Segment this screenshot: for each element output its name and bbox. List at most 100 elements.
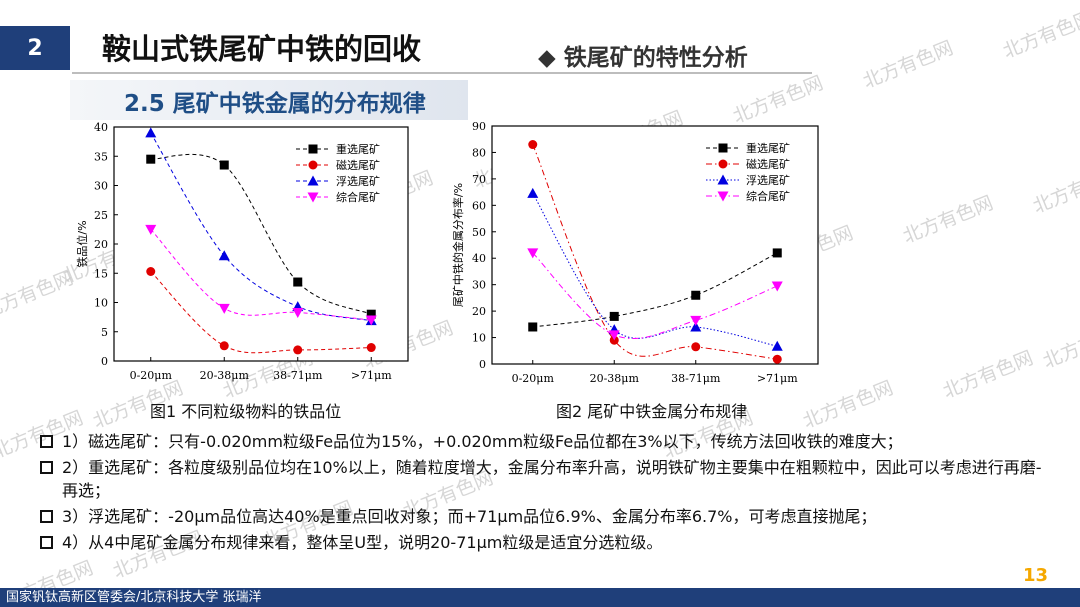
data-point (308, 160, 318, 170)
data-point (307, 192, 319, 203)
chart-iron-grade: 0 5 10 15 20 25 30 35 40 0-20μm 20-38μm 38-71μm >71μ… (72, 118, 462, 386)
data-point (717, 191, 729, 202)
series-line (532, 252, 778, 339)
analysis-bullet-list: 1）磁选尾矿：只有-0.020mm粒级Fe品位为15%，+0.020mm粒级Fe… (40, 430, 1050, 557)
y-tick-label: 70 (472, 173, 486, 186)
y-tick-label: 0 (479, 358, 486, 371)
list-item: 3）浮选尾矿：-20μm品位高达40%是重点回收对象；而+71μm品位6.9%、… (40, 505, 1050, 528)
y-tick-label: 30 (94, 180, 108, 193)
y-tick-label: 50 (472, 226, 486, 239)
y-tick-label: 5 (101, 326, 108, 339)
chart-iron-distribution-svg: 0 10 20 30 40 50 60 70 80 90 0-20μm 20-38μm 38-71μm >… (451, 120, 819, 385)
y-tick-label: 20 (94, 238, 108, 251)
data-point (771, 340, 783, 351)
section-heading: 2.5 尾矿中铁金属的分布规律 (124, 91, 426, 117)
data-point (718, 143, 728, 153)
watermark-text: 北方有色网 (1039, 316, 1080, 373)
data-point (292, 307, 304, 318)
x-tick-label: 38-71μm (273, 369, 323, 382)
plot-frame (113, 126, 409, 362)
list-item: 2）重选尾矿：各粒度级别品位均在10%以上，随着粒度增大，金属分布率升高，说明铁… (40, 456, 1050, 502)
y-tick-label: 20 (472, 305, 486, 318)
y-tick-label: 30 (472, 279, 486, 292)
data-point (528, 140, 538, 150)
plot-frame (491, 125, 819, 365)
series-line (150, 153, 372, 315)
data-point (527, 248, 539, 259)
bullet-text: 2）重选尾矿：各粒度级别品位均在10%以上，随着粒度增大，金属分布率升高，说明铁… (62, 458, 1042, 500)
data-point (366, 343, 376, 353)
watermark-text: 北方有色网 (939, 346, 1037, 403)
data-point (771, 281, 783, 292)
bullet-text: 4）从4中尾矿金属分布规律来看，整体呈U型，说明20-71μm粒级是适宜分选粒级… (62, 533, 663, 552)
series-line (150, 271, 372, 354)
watermark-text: 北方有色网 (999, 6, 1080, 63)
watermark-text: 北方有色网 (1029, 161, 1080, 218)
page-title: 鞍山式铁尾矿中铁的回收 (102, 32, 422, 66)
series-line (532, 144, 778, 360)
watermark-text: 北方有色网 (0, 266, 77, 323)
y-tick-label: 35 (94, 150, 108, 163)
data-point (718, 159, 728, 169)
footer-text: 国家钒钛高新区管委会/北京科技大学 张瑞洋 (6, 590, 262, 605)
legend-label: 浮选尾矿 (746, 174, 790, 187)
data-point (528, 322, 538, 332)
x-tick-label: 38-71μm (671, 372, 721, 385)
data-point (146, 266, 156, 276)
section-heading-band (70, 80, 468, 120)
legend-label: 重选尾矿 (746, 141, 790, 155)
list-item: 4）从4中尾矿金属分布规律来看，整体呈U型，说明20-71μm粒级是适宜分选粒级… (40, 531, 1050, 554)
data-point (219, 341, 229, 351)
data-point (608, 330, 620, 341)
checkbox-square-icon (40, 536, 53, 549)
legend-label: 磁选尾矿 (746, 158, 790, 171)
header-divider (72, 72, 812, 74)
x-tick-label: 0-20μm (130, 369, 173, 382)
list-item: 1）磁选尾矿：只有-0.020mm粒级Fe品位为15%，+0.020mm粒级Fe… (40, 430, 1050, 453)
x-tick-label: >71μm (351, 369, 392, 382)
data-point (293, 277, 303, 287)
series-line (532, 193, 778, 347)
data-point (772, 354, 782, 364)
legend-label: 重选尾矿 (336, 142, 380, 156)
data-point (145, 224, 157, 235)
bullet-text: 1）磁选尾矿：只有-0.020mm粒级Fe品位为15%，+0.020mm粒级Fe… (62, 432, 903, 451)
y-tick-label: 90 (472, 120, 486, 133)
data-point (365, 315, 377, 326)
watermark-text: 北方有色网 (899, 191, 997, 248)
y-tick-label: 80 (472, 146, 486, 159)
y-tick-label: 0 (101, 355, 108, 368)
data-point (690, 321, 702, 332)
watermark-text: 北方有色网 (859, 36, 957, 93)
checkbox-square-icon (40, 435, 53, 448)
y-tick-label: 40 (94, 121, 108, 134)
section-number-badge: 2 (0, 26, 70, 70)
data-point (691, 290, 701, 300)
data-point (146, 154, 156, 164)
data-point (307, 175, 319, 186)
data-point (218, 303, 230, 314)
data-point (690, 315, 702, 326)
data-point (218, 250, 230, 261)
data-point (145, 127, 157, 138)
page-number: 13 (1022, 565, 1048, 586)
legend-label: 浮选尾矿 (336, 175, 380, 188)
data-point (293, 345, 303, 355)
chart-iron-grade-svg: 0 5 10 15 20 25 30 35 40 0-20μm 20-38μm 38-71μm >71μ… (75, 121, 409, 382)
series-line (150, 229, 372, 321)
bullet-text: 3）浮选尾矿：-20μm品位高达40%是重点回收对象；而+71μm品位6.9%、… (62, 507, 877, 526)
legend-label: 综合尾矿 (336, 190, 380, 204)
y-tick-label: 25 (94, 209, 108, 222)
data-point (717, 174, 729, 185)
page-subtitle: ◆ 铁尾矿的特性分析 (538, 45, 748, 71)
section-number: 2 (27, 35, 43, 61)
data-point (772, 248, 782, 258)
data-point (366, 309, 376, 319)
x-tick-label: 20-38μm (200, 369, 250, 382)
data-point (691, 342, 701, 352)
y-axis-label: 尾矿中铁的金属分布率/% (451, 183, 465, 307)
x-tick-label: >71μm (757, 372, 798, 385)
footer-bar: 国家钒钛高新区管委会/北京科技大学 张瑞洋 (0, 588, 1080, 607)
y-tick-label: 10 (472, 332, 486, 345)
x-tick-label: 20-38μm (590, 372, 640, 385)
